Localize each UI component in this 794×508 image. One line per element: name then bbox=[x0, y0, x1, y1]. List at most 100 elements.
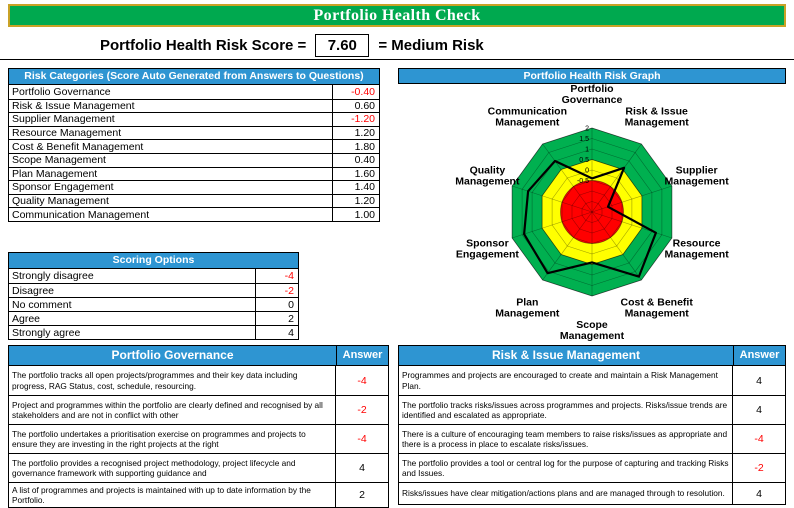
scoring-option-label: Agree bbox=[9, 312, 256, 325]
radar-chart: 2 1.5 1 0.5 0 -0.5 Portfolio Governance Risk & I… bbox=[398, 83, 786, 342]
svg-text:1: 1 bbox=[585, 147, 589, 154]
risk-graph-header: Portfolio Health Risk Graph bbox=[398, 68, 786, 84]
question-text: The portfolio tracks all open projects/p… bbox=[9, 366, 336, 395]
portfolio-governance-table: Portfolio Governance Answer The portfoli… bbox=[8, 345, 389, 508]
risk-category-row: Supplier Management -1.20 bbox=[9, 112, 379, 126]
title-banner: Portfolio Health Check bbox=[8, 4, 786, 27]
svg-text:Resource: Resource bbox=[673, 237, 721, 249]
svg-text:0.5: 0.5 bbox=[579, 157, 589, 164]
svg-text:Cost & Benefit: Cost & Benefit bbox=[620, 296, 693, 308]
answer-cell[interactable]: -2 bbox=[357, 404, 367, 416]
portfolio-governance-table-header-row: Portfolio Governance Answer bbox=[9, 346, 388, 366]
svg-text:Quality: Quality bbox=[470, 165, 506, 177]
question-text: The portfolio tracks risks/issues across… bbox=[399, 396, 733, 424]
risk-issue-management-table-title: Risk & Issue Management bbox=[399, 346, 733, 366]
svg-text:Management: Management bbox=[455, 176, 520, 188]
question-row: Project and programmes within the portfo… bbox=[9, 395, 388, 424]
svg-text:Communication: Communication bbox=[488, 106, 567, 118]
question-row: The portfolio provides a recognised proj… bbox=[9, 453, 388, 482]
question-row: The portfolio provides a tool or central… bbox=[399, 453, 785, 482]
svg-text:-0.5: -0.5 bbox=[577, 178, 589, 185]
risk-category-value: 1.20 bbox=[354, 127, 375, 140]
risk-score-value: 7.60 bbox=[315, 33, 370, 57]
svg-text:Management: Management bbox=[665, 248, 730, 260]
risk-category-row: Risk & Issue Management 0.60 bbox=[9, 98, 379, 113]
scoring-options-body: Strongly disagree -4 Disagree -2 No comment 0… bbox=[9, 269, 298, 339]
scoring-option-label: Disagree bbox=[9, 284, 256, 297]
risk-category-label: Cost & Benefit Management bbox=[9, 140, 333, 153]
question-text: There is a culture of encouraging team m… bbox=[399, 425, 733, 453]
scoring-options-header: Scoring Options bbox=[9, 253, 298, 269]
svg-text:Plan: Plan bbox=[516, 296, 538, 308]
question-text: The portfolio provides a recognised proj… bbox=[9, 454, 336, 482]
question-text: The portfolio provides a tool or central… bbox=[399, 454, 733, 482]
question-row: Programmes and projects are encouraged t… bbox=[399, 366, 785, 395]
answer-column-header: Answer bbox=[733, 346, 785, 366]
scoring-option-row: Disagree -2 bbox=[9, 283, 298, 297]
answer-column-header: Answer bbox=[336, 346, 388, 366]
question-row: The portfolio tracks risks/issues across… bbox=[399, 395, 785, 424]
scoring-options-panel: Scoring Options Strongly disagree -4 Disag… bbox=[8, 252, 299, 340]
risk-category-value: 0.40 bbox=[354, 154, 375, 167]
svg-text:Risk & Issue: Risk & Issue bbox=[625, 106, 688, 118]
answer-cell[interactable]: 4 bbox=[756, 404, 762, 416]
risk-rating-text: = Medium Risk bbox=[378, 36, 484, 54]
answer-cell[interactable]: -2 bbox=[754, 462, 764, 474]
scoring-option-value: -4 bbox=[284, 270, 294, 282]
svg-text:Portfolio: Portfolio bbox=[570, 84, 613, 95]
question-text: A list of programmes and projects is mai… bbox=[9, 483, 336, 508]
answer-cell[interactable]: 4 bbox=[359, 462, 365, 474]
risk-category-label: Supplier Management bbox=[9, 113, 333, 126]
svg-text:Management: Management bbox=[495, 307, 560, 319]
risk-category-label: Scope Management bbox=[9, 153, 333, 167]
svg-text:Management: Management bbox=[560, 330, 625, 342]
page-title: Portfolio Health Check bbox=[313, 6, 481, 24]
answer-cell[interactable]: 4 bbox=[756, 487, 762, 500]
svg-text:Engagement: Engagement bbox=[456, 248, 520, 260]
risk-category-label: Risk & Issue Management bbox=[9, 99, 333, 113]
risk-score-row: Portfolio Health Risk Score = 7.60 = Med… bbox=[0, 31, 794, 60]
risk-category-row: Quality Management 1.20 bbox=[9, 193, 379, 208]
scoring-option-row: No comment 0 bbox=[9, 297, 298, 311]
answer-cell[interactable]: -4 bbox=[357, 433, 367, 445]
scoring-option-row: Agree 2 bbox=[9, 311, 298, 325]
scoring-option-value: 4 bbox=[288, 326, 294, 339]
question-text: Risks/issues have clear mitigation/actio… bbox=[399, 483, 733, 504]
scoring-option-value: 2 bbox=[288, 312, 294, 325]
risk-category-value: 1.00 bbox=[354, 208, 375, 221]
scoring-option-row: Strongly disagree -4 bbox=[9, 269, 298, 283]
risk-category-label: Quality Management bbox=[9, 194, 333, 208]
svg-text:Management: Management bbox=[665, 176, 730, 188]
risk-category-label: Communication Management bbox=[9, 208, 333, 221]
scoring-option-label: Strongly agree bbox=[9, 326, 256, 339]
svg-text:Sponsor: Sponsor bbox=[466, 237, 509, 249]
question-text: Project and programmes within the portfo… bbox=[9, 396, 336, 424]
scoring-option-label: No comment bbox=[9, 298, 256, 311]
risk-categories-panel: Risk Categories (Score Auto Generated fr… bbox=[8, 68, 380, 222]
risk-issue-management-questions: Programmes and projects are encouraged t… bbox=[399, 366, 785, 504]
scoring-option-value: -2 bbox=[284, 284, 294, 297]
risk-category-value: 0.60 bbox=[354, 99, 375, 112]
risk-category-label: Plan Management bbox=[9, 167, 333, 181]
risk-category-value: -0.40 bbox=[351, 85, 375, 98]
risk-category-row: Cost & Benefit Management 1.80 bbox=[9, 139, 379, 153]
svg-text:Management: Management bbox=[625, 307, 690, 319]
question-row: Risks/issues have clear mitigation/actio… bbox=[399, 482, 785, 504]
answer-cell[interactable]: 2 bbox=[359, 489, 365, 502]
risk-category-label: Resource Management bbox=[9, 126, 333, 140]
answer-cell[interactable]: 4 bbox=[756, 374, 762, 387]
scoring-option-label: Strongly disagree bbox=[9, 269, 256, 283]
risk-category-value: 1.60 bbox=[354, 167, 375, 180]
risk-score-label: Portfolio Health Risk Score = bbox=[100, 36, 307, 54]
risk-category-value: -1.20 bbox=[351, 113, 375, 126]
svg-text:0: 0 bbox=[585, 168, 589, 175]
risk-category-label: Sponsor Engagement bbox=[9, 181, 333, 194]
answer-cell[interactable]: -4 bbox=[357, 374, 367, 387]
risk-category-row: Portfolio Governance -0.40 bbox=[9, 85, 379, 99]
scoring-option-value: 0 bbox=[288, 298, 294, 311]
answer-cell[interactable]: -4 bbox=[754, 433, 764, 445]
svg-text:Governance: Governance bbox=[562, 94, 623, 106]
svg-text:Supplier: Supplier bbox=[676, 165, 718, 177]
risk-category-row: Plan Management 1.60 bbox=[9, 166, 379, 181]
portfolio-governance-table-title: Portfolio Governance bbox=[9, 346, 336, 366]
